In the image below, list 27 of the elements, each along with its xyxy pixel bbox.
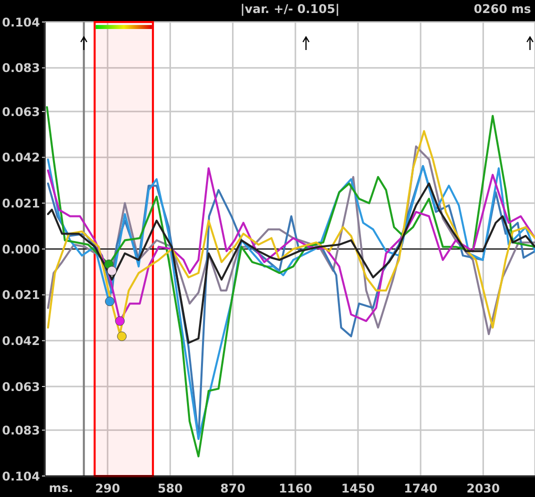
y-tick-label: 0.021 bbox=[2, 196, 40, 210]
point bbox=[107, 266, 117, 276]
text: |var. +/- 0.105| bbox=[240, 2, 340, 16]
y-tick-label: 0.083 bbox=[2, 423, 40, 438]
x-tick-label: 580 bbox=[158, 482, 183, 496]
point bbox=[104, 296, 115, 306]
point bbox=[117, 332, 127, 342]
y-tick-label: 0.104 bbox=[2, 15, 40, 30]
y-tick-label: 0.042 bbox=[2, 334, 40, 348]
y-tick-label: 0.063 bbox=[2, 104, 40, 119]
x-tick-label: 1450 bbox=[341, 482, 375, 496]
line-series bbox=[46, 106, 535, 458]
y-tick-label: 0.083 bbox=[2, 61, 40, 76]
x-tick-label: 870 bbox=[220, 482, 246, 496]
x-tick-label: 1160 bbox=[278, 482, 312, 496]
x-tick-label: 2030 bbox=[466, 482, 500, 496]
x-tick-label: 290 bbox=[95, 482, 120, 496]
y-tick-label: 0.104 bbox=[2, 469, 40, 484]
text: 0260 ms bbox=[474, 2, 531, 16]
y-tick-label: 0.021 bbox=[2, 288, 40, 302]
point bbox=[115, 316, 125, 326]
x-axis-title: ms. bbox=[48, 481, 74, 495]
line-series bbox=[47, 182, 535, 344]
y-tick-label: 0.063 bbox=[2, 380, 40, 394]
x-tick-label: 1740 bbox=[404, 482, 438, 496]
y-tick-label: 0.042 bbox=[2, 150, 40, 165]
y-tick-label: 0.000 bbox=[2, 242, 40, 256]
